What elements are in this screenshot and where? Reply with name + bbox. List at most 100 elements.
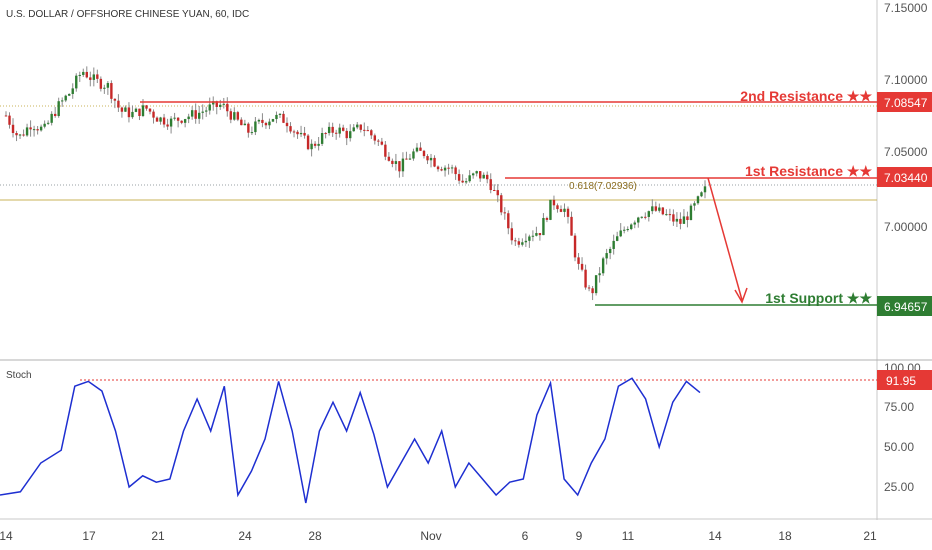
- candle-down: [496, 190, 499, 196]
- candle-down: [377, 140, 380, 142]
- candle-down: [303, 132, 306, 136]
- candle-up: [124, 107, 127, 112]
- candle-down: [22, 134, 25, 136]
- candle-down: [15, 132, 18, 136]
- candle-down: [538, 233, 542, 236]
- candle-up: [187, 116, 190, 120]
- resistance-2-badge: 7.08547: [877, 92, 932, 112]
- candle-down: [566, 208, 570, 217]
- time-tick-label: 18: [778, 529, 792, 543]
- candle-up: [338, 127, 341, 134]
- candle-up: [271, 119, 275, 122]
- candle-down: [493, 190, 496, 192]
- candle-up: [443, 167, 447, 171]
- candle-down: [117, 100, 120, 108]
- candle-up: [356, 124, 359, 128]
- candle-down: [380, 141, 384, 145]
- candle-up: [131, 111, 134, 118]
- candle-down: [661, 207, 665, 215]
- candle-up: [268, 121, 271, 126]
- candle-up: [299, 132, 303, 135]
- candle-up: [205, 110, 208, 112]
- candle-up: [623, 229, 626, 231]
- candle-down: [363, 129, 366, 131]
- time-axis[interactable]: 14 17 21 24 28 Nov 6 9 11 14 18 21: [0, 529, 877, 543]
- time-tick-label: 21: [151, 529, 165, 543]
- candle-up: [542, 217, 545, 236]
- stoch-tick-label: 75.00: [884, 400, 914, 414]
- candle-down: [457, 174, 461, 181]
- candle-up: [394, 161, 398, 164]
- candle-down: [500, 195, 503, 213]
- candle-up: [197, 112, 201, 119]
- chart-title: U.S. DOLLAR / OFFSHORE CHINESE YUAN, 60,…: [6, 9, 249, 20]
- candle-down: [672, 214, 675, 222]
- candle-down: [36, 129, 39, 131]
- candle-up: [647, 211, 650, 217]
- badge-bg: [877, 167, 932, 187]
- candle-up: [415, 147, 419, 152]
- candle-up: [696, 196, 700, 204]
- candle-up: [594, 275, 598, 294]
- price-axis[interactable]: 7.15000 7.10000 7.05000 7.00000: [884, 1, 928, 234]
- candle-down: [686, 216, 689, 221]
- candle-up: [190, 110, 194, 117]
- candle-down: [654, 206, 658, 211]
- candle-up: [401, 158, 405, 172]
- candle-up: [92, 74, 96, 80]
- candle-down: [289, 126, 292, 132]
- candle-up: [183, 119, 187, 123]
- candle-up: [665, 214, 668, 216]
- candle-up: [159, 117, 162, 122]
- candle-up: [46, 122, 50, 124]
- stoch-value-badge: 91.95: [877, 370, 932, 390]
- time-tick-label: 24: [238, 529, 252, 543]
- stoch-tick-label: 25.00: [884, 480, 914, 494]
- candle-up: [173, 117, 176, 119]
- candle-down: [345, 130, 348, 139]
- candle-up: [134, 108, 138, 112]
- candle-down: [342, 127, 345, 131]
- candle-up: [598, 273, 601, 276]
- candle-down: [155, 117, 159, 122]
- candle-down: [370, 130, 373, 136]
- candle-down: [4, 115, 8, 117]
- candle-up: [25, 127, 29, 136]
- resistance-2-value: 7.08547: [884, 96, 928, 110]
- candle-up: [412, 151, 415, 159]
- candle-up: [703, 186, 707, 193]
- candle-up: [637, 217, 640, 223]
- candle-up: [71, 88, 74, 94]
- candle-up: [475, 171, 478, 174]
- candle-up: [349, 131, 352, 139]
- candle-up: [320, 133, 324, 144]
- candle-down: [433, 157, 436, 167]
- projection-arrow[interactable]: [707, 177, 748, 304]
- candle-down: [591, 288, 594, 294]
- candle-down: [166, 124, 169, 127]
- candle-up: [208, 104, 211, 111]
- candle-up: [68, 93, 71, 96]
- candle-up: [535, 233, 538, 236]
- candle-up: [222, 103, 225, 105]
- candle-down: [366, 130, 369, 132]
- candle-up: [429, 157, 433, 161]
- candle-up: [106, 83, 110, 88]
- stoch-tick-label: 50.00: [884, 440, 914, 454]
- candle-up: [468, 175, 471, 182]
- time-tick-label: Nov: [420, 529, 441, 543]
- candle-up: [675, 218, 679, 222]
- candle-up: [43, 123, 46, 127]
- candle-down: [240, 119, 243, 126]
- support-1-badge: 6.94657: [877, 296, 932, 316]
- candle-down: [478, 171, 482, 179]
- candle-down: [440, 169, 443, 171]
- candle-down: [517, 241, 521, 245]
- candle-down: [96, 74, 99, 79]
- resistance-1-label: 1st Resistance ★★: [745, 163, 872, 179]
- candle-down: [8, 115, 11, 125]
- candle-down: [331, 126, 334, 133]
- candle-down: [85, 71, 88, 78]
- candle-up: [278, 113, 282, 115]
- candle-down: [514, 240, 517, 242]
